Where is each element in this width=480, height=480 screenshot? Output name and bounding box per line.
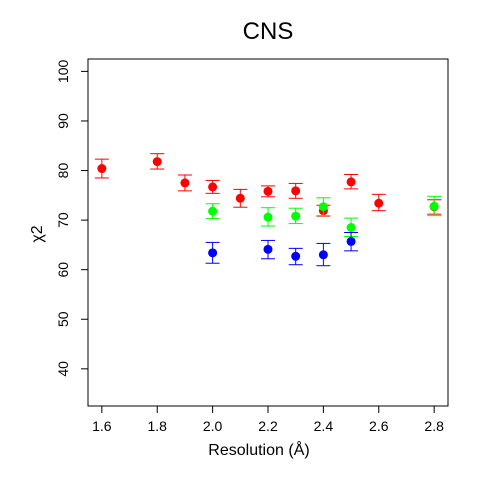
data-point — [97, 164, 107, 174]
data-point — [374, 198, 384, 208]
data-point — [346, 223, 356, 233]
x-axis-label: Resolution (Å) — [208, 440, 309, 459]
y-tick-label: 100 — [55, 60, 71, 84]
data-point — [318, 250, 328, 260]
data-point — [235, 193, 245, 203]
x-tick-label: 2.4 — [314, 418, 334, 434]
y-tick-label: 60 — [55, 262, 71, 278]
y-tick-label: 50 — [55, 311, 71, 327]
x-tick-label: 1.8 — [147, 418, 167, 434]
x-axis: 1.6 1.8 2.0 2.2 2.4 2.6 2.8 — [92, 406, 444, 434]
y-axis-label-group: χ2 — [29, 225, 46, 242]
data-series — [205, 232, 359, 267]
y-axis: 40 50 60 70 80 90 100 — [55, 60, 88, 377]
x-axis-label-unit: Å — [294, 440, 305, 459]
x-axis-label-open-paren: ( — [284, 442, 294, 459]
y-axis-label: χ2 — [29, 225, 46, 242]
data-point — [263, 212, 273, 222]
data-point — [263, 244, 273, 254]
x-axis-label-text: Resolution — [208, 442, 284, 459]
data-point — [291, 211, 301, 221]
data-point — [180, 178, 190, 188]
data-point — [291, 186, 301, 196]
x-tick-label: 2.2 — [258, 418, 278, 434]
data-point — [152, 157, 162, 167]
plot-frame — [87, 58, 449, 407]
data-point — [346, 177, 356, 187]
series-layer — [94, 153, 442, 267]
y-tick-label: 70 — [55, 212, 71, 228]
x-tick-label: 1.6 — [92, 418, 112, 434]
data-point — [208, 182, 218, 192]
x-tick-label: 2.8 — [424, 418, 444, 434]
data-series — [205, 195, 442, 237]
data-point — [429, 201, 439, 211]
x-tick-label: 2.6 — [369, 418, 389, 434]
y-tick-label: 40 — [55, 361, 71, 377]
data-point — [318, 202, 328, 212]
data-series — [94, 153, 442, 217]
data-point — [208, 206, 218, 216]
y-tick-label: 80 — [55, 163, 71, 179]
data-point — [291, 251, 301, 261]
data-point — [346, 236, 356, 246]
chart-title: CNS — [243, 18, 294, 45]
x-tick-label: 2.0 — [203, 418, 223, 434]
y-tick-label: 90 — [55, 113, 71, 129]
x-axis-label-close-paren: ) — [304, 442, 309, 459]
data-point — [263, 186, 273, 196]
data-point — [208, 248, 218, 258]
